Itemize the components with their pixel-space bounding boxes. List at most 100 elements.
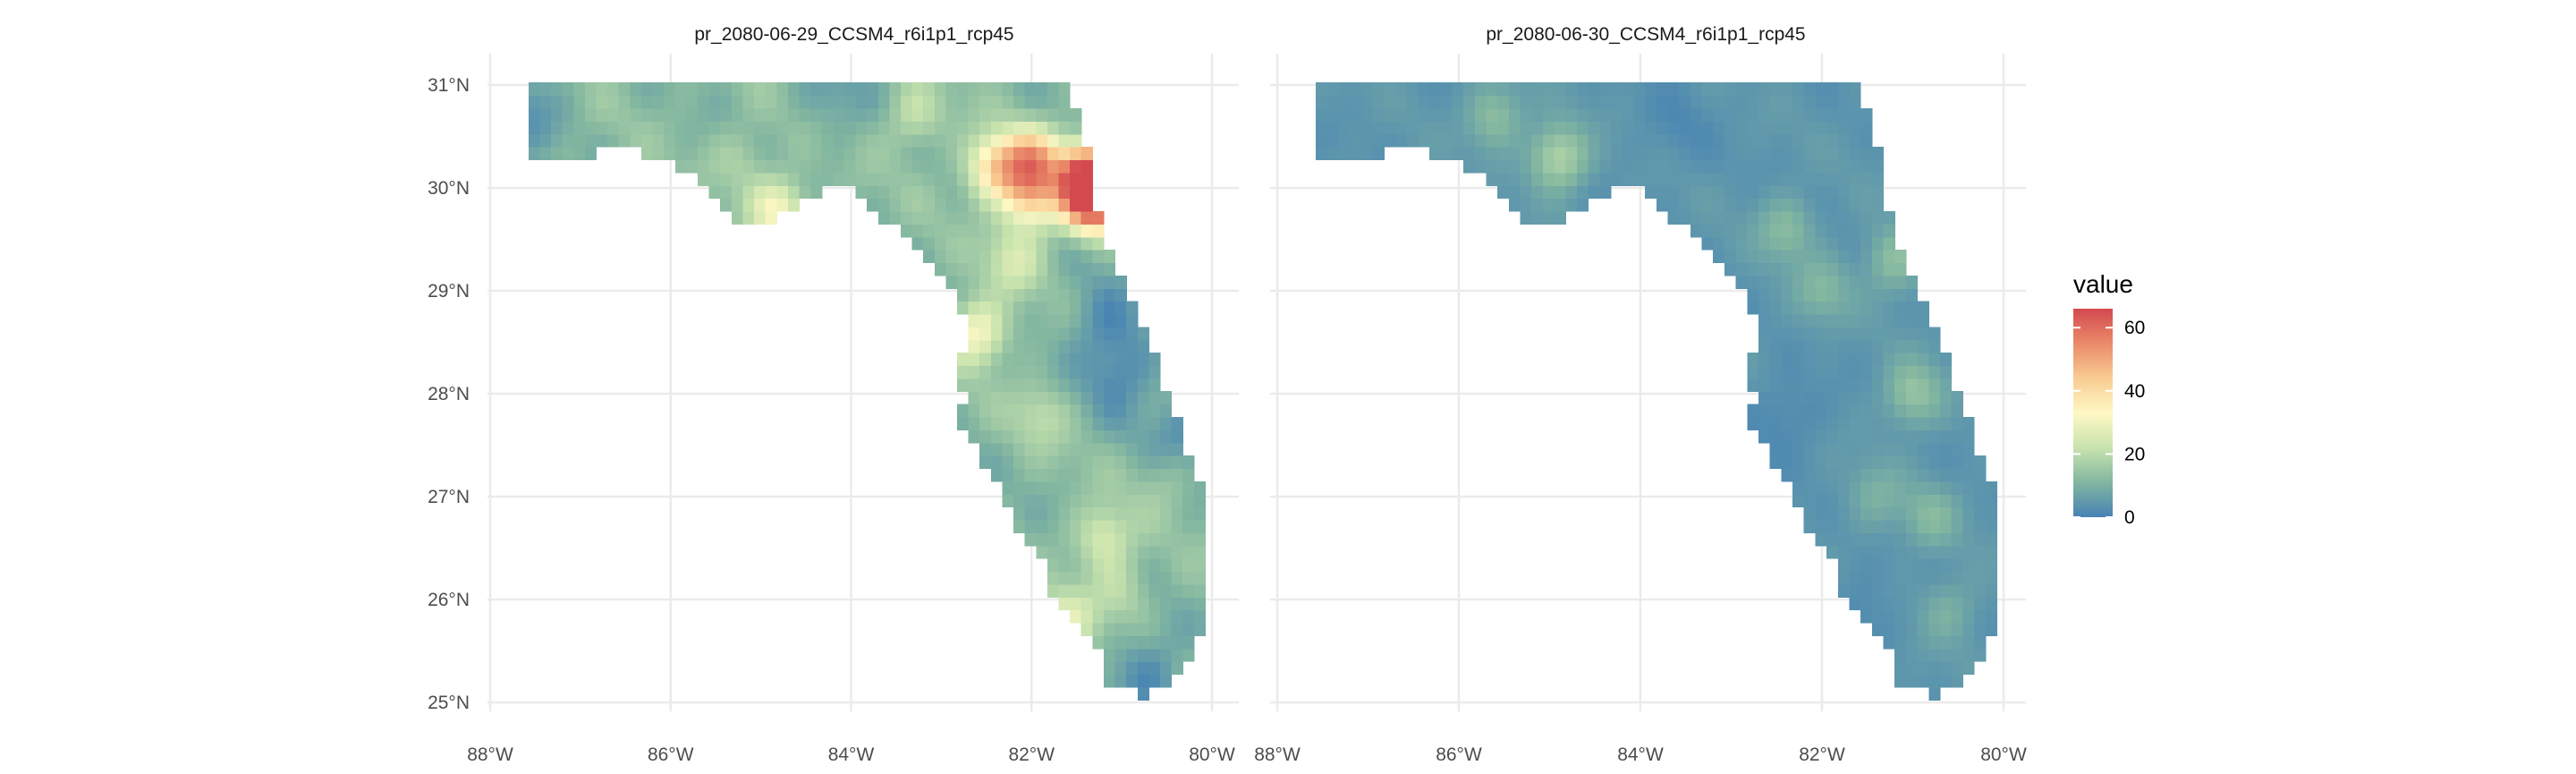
raster-cell xyxy=(1565,133,1578,148)
raster-cell xyxy=(1826,468,1839,482)
raster-cell xyxy=(618,133,631,148)
raster-cell xyxy=(1576,107,1589,122)
raster-cell xyxy=(1013,275,1026,289)
raster-cell xyxy=(1171,416,1183,430)
raster-cell xyxy=(1894,583,1907,598)
raster-cell xyxy=(1815,506,1827,521)
raster-cell xyxy=(957,378,970,392)
raster-cell xyxy=(1508,147,1521,160)
raster-cell xyxy=(686,159,699,174)
raster-cell xyxy=(1137,583,1149,598)
raster-cell xyxy=(1137,481,1149,495)
raster-cell xyxy=(1769,250,1782,263)
raster-cell xyxy=(1193,494,1206,508)
raster-cell xyxy=(720,159,733,174)
raster-cell xyxy=(1826,353,1839,366)
raster-cell xyxy=(1542,185,1555,200)
raster-cell xyxy=(1860,506,1873,521)
raster-cell xyxy=(1418,133,1430,148)
raster-cell xyxy=(1599,172,1612,186)
raster-cell xyxy=(1962,545,1975,559)
raster-cell xyxy=(1962,519,1975,533)
raster-cell xyxy=(1758,82,1771,97)
raster-cell xyxy=(1360,107,1374,122)
raster-cell xyxy=(1974,622,1987,636)
raster-cell xyxy=(1080,378,1093,392)
raster-cell xyxy=(979,133,992,148)
raster-cell xyxy=(1803,262,1816,276)
raster-cell xyxy=(923,82,936,97)
raster-cell xyxy=(957,262,970,276)
raster-cell xyxy=(867,185,879,200)
raster-cell xyxy=(911,172,924,186)
raster-cell xyxy=(1667,107,1680,122)
raster-cell xyxy=(867,82,879,97)
raster-cell xyxy=(1724,95,1737,109)
raster-cell xyxy=(968,404,980,418)
raster-cell xyxy=(1871,262,1885,276)
raster-cell xyxy=(1103,583,1116,598)
raster-cell xyxy=(1815,519,1827,533)
raster-cell xyxy=(968,262,980,276)
raster-cell xyxy=(1326,147,1340,160)
raster-cell xyxy=(1024,198,1037,212)
raster-cell xyxy=(1928,494,1941,508)
raster-cell xyxy=(1622,147,1634,160)
raster-cell xyxy=(1103,545,1116,559)
raster-cell xyxy=(1792,185,1805,200)
raster-cell xyxy=(1588,172,1600,186)
raster-cell xyxy=(1182,597,1195,611)
raster-cell xyxy=(957,159,970,174)
raster-cell xyxy=(799,82,811,97)
raster-cell xyxy=(1103,365,1116,379)
raster-cell xyxy=(1070,147,1082,160)
raster-cell xyxy=(664,147,676,160)
raster-cell xyxy=(1826,288,1839,302)
raster-cell xyxy=(1058,404,1071,418)
raster-cell xyxy=(1599,159,1612,174)
raster-cell xyxy=(1024,262,1037,276)
raster-cell xyxy=(1781,442,1793,456)
raster-cell xyxy=(1002,185,1014,200)
raster-cell xyxy=(1974,468,1987,482)
raster-cell xyxy=(968,133,980,148)
raster-cell xyxy=(1520,107,1532,122)
raster-cell xyxy=(551,133,564,148)
raster-cell xyxy=(1860,558,1873,572)
raster-cell xyxy=(1724,236,1737,251)
raster-cell xyxy=(1036,416,1048,430)
raster-cell xyxy=(720,121,733,135)
raster-cell xyxy=(551,107,564,122)
raster-cell xyxy=(1542,95,1555,109)
raster-cell xyxy=(1701,107,1714,122)
raster-cell xyxy=(1826,532,1839,547)
raster-cell xyxy=(1758,224,1771,238)
raster-cell xyxy=(1803,339,1816,353)
raster-cell xyxy=(1160,455,1173,469)
raster-cell xyxy=(1701,147,1714,160)
raster-cell xyxy=(1058,172,1071,186)
raster-cell xyxy=(1474,159,1487,174)
raster-cell xyxy=(1474,121,1487,135)
raster-cell xyxy=(528,95,541,109)
raster-cell xyxy=(979,353,992,366)
raster-cell xyxy=(1114,635,1127,650)
raster-cell xyxy=(1747,250,1759,263)
raster-cell xyxy=(1058,583,1071,598)
raster-cell xyxy=(1036,339,1048,353)
raster-cell xyxy=(1508,159,1521,174)
raster-cell xyxy=(1713,236,1725,251)
raster-cell xyxy=(551,82,564,97)
raster-cell xyxy=(686,107,699,122)
x-tick-label: 82°W xyxy=(1799,744,1845,765)
raster-cell xyxy=(1826,404,1839,418)
raster-cell xyxy=(1508,82,1521,97)
raster-cell xyxy=(1171,506,1183,521)
raster-cell xyxy=(1092,545,1105,559)
raster-cell xyxy=(1080,468,1093,482)
raster-cell xyxy=(1679,172,1691,186)
raster-cell xyxy=(1171,622,1183,636)
raster-cell xyxy=(1769,159,1782,174)
raster-cell xyxy=(1962,609,1975,624)
raster-cell xyxy=(979,82,992,97)
